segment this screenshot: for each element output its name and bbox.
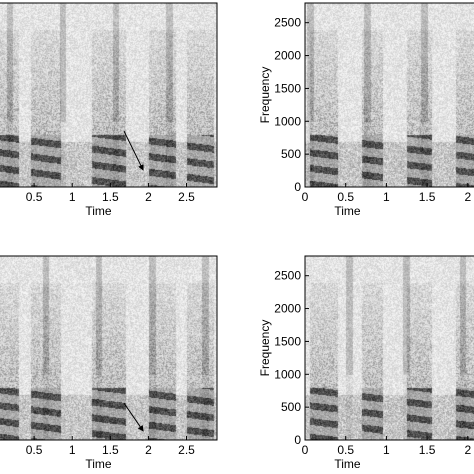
x-tick-label: 0.5 xyxy=(26,443,43,457)
y-tick-label: 2000 xyxy=(274,302,301,316)
y-tick-label: 1500 xyxy=(274,334,301,348)
y-axis-label: Frequency xyxy=(258,67,272,124)
y-tick-label: 2000 xyxy=(274,49,301,63)
spectrogram-image xyxy=(305,3,474,187)
x-tick-label: 0 xyxy=(302,443,309,457)
axes-frame xyxy=(304,2,474,188)
x-tick-label: 2.5 xyxy=(178,443,195,457)
y-tick-label: 0 xyxy=(294,433,301,447)
y-axis-label: Frequency xyxy=(258,320,272,377)
x-tick-label: 0.5 xyxy=(337,190,354,204)
y-tick-label: 0 xyxy=(294,180,301,194)
y-tick-label: 1500 xyxy=(274,81,301,95)
spectrogram-panel-bottom-left: 0.5 1 1.5 2 2.5 Time xyxy=(0,255,218,471)
spectrogram-image xyxy=(0,3,217,187)
x-tick-label: 1.5 xyxy=(419,190,436,204)
x-tick-label: 2 xyxy=(145,443,152,457)
y-tick-label: 500 xyxy=(281,147,301,161)
y-tick-label: 2500 xyxy=(274,16,301,30)
axes-frame xyxy=(0,2,218,188)
x-axis-label: Time xyxy=(334,204,361,218)
y-tick-label: 1000 xyxy=(274,114,301,128)
x-tick-label: 1 xyxy=(69,443,76,457)
x-tick-label: 1 xyxy=(69,190,76,204)
spectrogram-panel-top-right: 0 0.5 1 1.5 2 0 500 1000 1500 2000 2500 Time Frequen… xyxy=(258,2,474,218)
x-tick-label: 2.5 xyxy=(178,190,195,204)
x-axis-label: Time xyxy=(85,204,112,218)
x-axis-label: Time xyxy=(334,457,361,471)
x-tick-label: 1 xyxy=(383,443,390,457)
x-tick-label: 1.5 xyxy=(419,443,436,457)
y-tick-label: 1000 xyxy=(274,367,301,381)
spectrogram-image xyxy=(0,256,217,440)
annotation-arrow xyxy=(123,402,144,432)
axes-frame xyxy=(0,255,218,441)
spectrogram-panel-top-left: 0.5 1 1.5 2 2.5 Time xyxy=(0,2,218,218)
x-tick-label: 2 xyxy=(145,190,152,204)
annotation-arrow xyxy=(123,130,144,171)
spectrogram-panel-bottom-right: 0 0.5 1 1.5 2 0 500 1000 1500 2000 2500 Time Frequen… xyxy=(258,255,474,471)
x-tick-label: 2 xyxy=(464,190,471,204)
x-tick-label: 1.5 xyxy=(102,443,119,457)
x-tick-label: 0.5 xyxy=(26,190,43,204)
axes-frame xyxy=(304,255,474,441)
y-tick-label: 500 xyxy=(281,400,301,414)
x-tick-label: 2 xyxy=(464,443,471,457)
x-tick-label: 1.5 xyxy=(102,190,119,204)
x-axis-label: Time xyxy=(85,457,112,471)
x-tick-label: 0 xyxy=(302,190,309,204)
x-tick-label: 1 xyxy=(383,190,390,204)
spectrogram-image xyxy=(305,256,474,440)
x-tick-label: 0.5 xyxy=(337,443,354,457)
y-tick-label: 2500 xyxy=(274,269,301,283)
